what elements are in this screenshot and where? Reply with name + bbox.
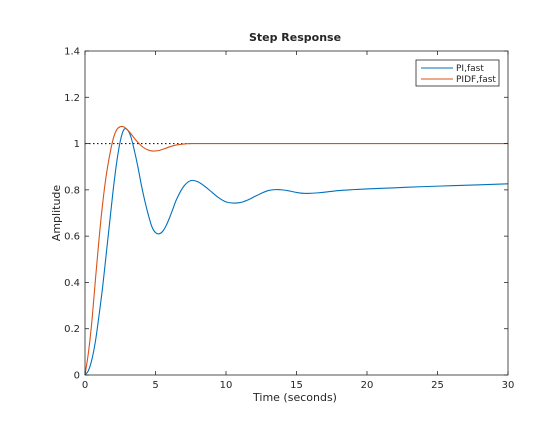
y-tick-label: 0.8 xyxy=(64,185,80,196)
x-tick-label: 10 xyxy=(220,380,233,391)
chart-title: Step Response xyxy=(249,31,341,44)
x-axis-label: Time (seconds) xyxy=(252,391,337,404)
y-tick-label: 0.4 xyxy=(64,278,80,289)
legend-label: PIDF,fast xyxy=(456,75,496,85)
x-tick-label: 30 xyxy=(502,380,515,391)
x-tick-label: 25 xyxy=(431,380,444,391)
series-line-1 xyxy=(84,127,509,376)
y-tick-label: 0.6 xyxy=(64,232,80,243)
y-tick-label: 0 xyxy=(74,371,80,382)
y-axis-label: Amplitude xyxy=(50,185,63,242)
y-tick-label: 1.4 xyxy=(64,47,80,58)
x-tick-label: 0 xyxy=(82,380,88,391)
legend-box xyxy=(415,59,500,87)
x-tick-label: 20 xyxy=(361,380,374,391)
legend-label: PI,fast xyxy=(456,64,484,74)
x-tick-label: 15 xyxy=(290,380,303,391)
series-line-2 xyxy=(84,125,508,376)
y-tick-label: 1.2 xyxy=(64,93,80,104)
y-tick-label: 1 xyxy=(74,139,80,150)
plot-background xyxy=(85,51,508,375)
y-tick-label: 0.2 xyxy=(64,324,80,335)
x-tick-label: 5 xyxy=(152,380,158,391)
